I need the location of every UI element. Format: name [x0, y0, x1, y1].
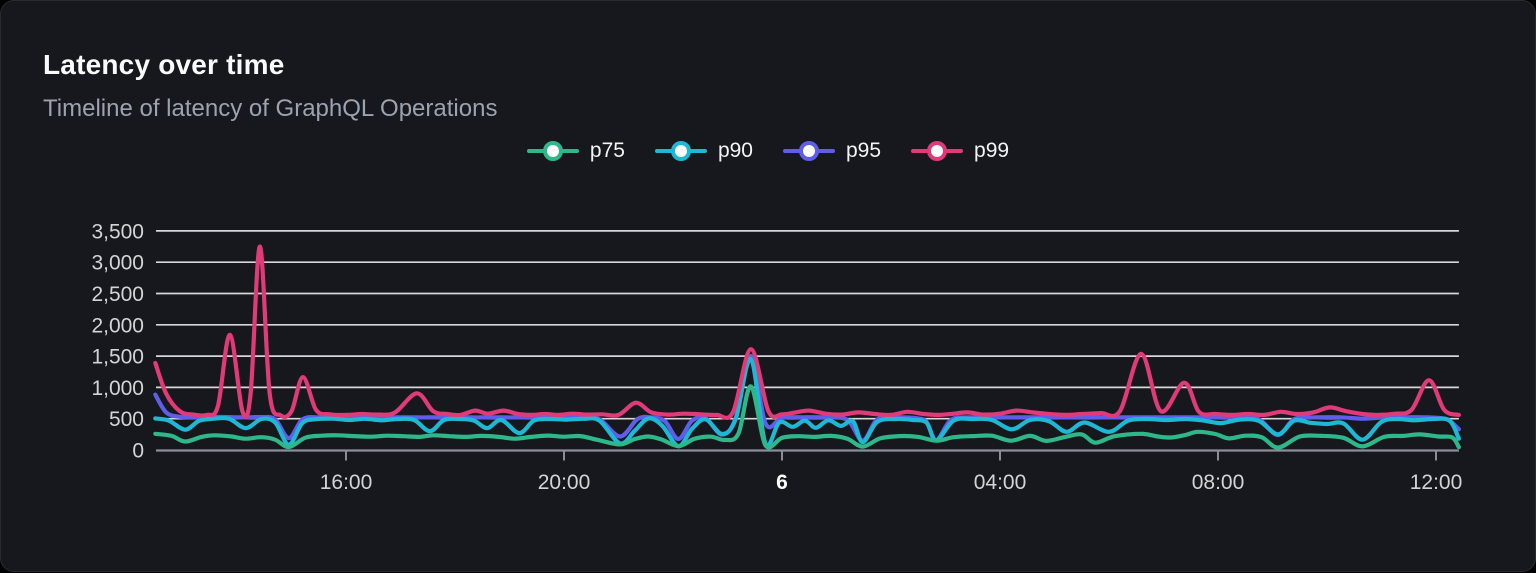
x-tick-label: 04:00: [974, 471, 1027, 494]
series-line-p90: [155, 359, 1459, 446]
x-tick-label: 12:00: [1410, 471, 1463, 494]
y-tick-label: 0: [132, 440, 144, 463]
x-tick-label: 6: [776, 471, 788, 494]
y-tick-label: 2,000: [91, 314, 144, 337]
y-tick-label: 1,500: [91, 346, 144, 369]
y-tick-label: 3,500: [91, 220, 144, 243]
x-tick-label: 08:00: [1192, 471, 1245, 494]
x-tick-label: 16:00: [320, 471, 373, 494]
y-tick-label: 500: [109, 408, 144, 431]
y-tick-label: 1,000: [91, 377, 144, 400]
x-tick-label: 20:00: [538, 471, 591, 494]
series-line-p99: [155, 247, 1459, 418]
y-tick-label: 2,500: [91, 283, 144, 306]
y-tick-label: 3,000: [91, 252, 144, 275]
series-line-p95: [155, 356, 1459, 441]
